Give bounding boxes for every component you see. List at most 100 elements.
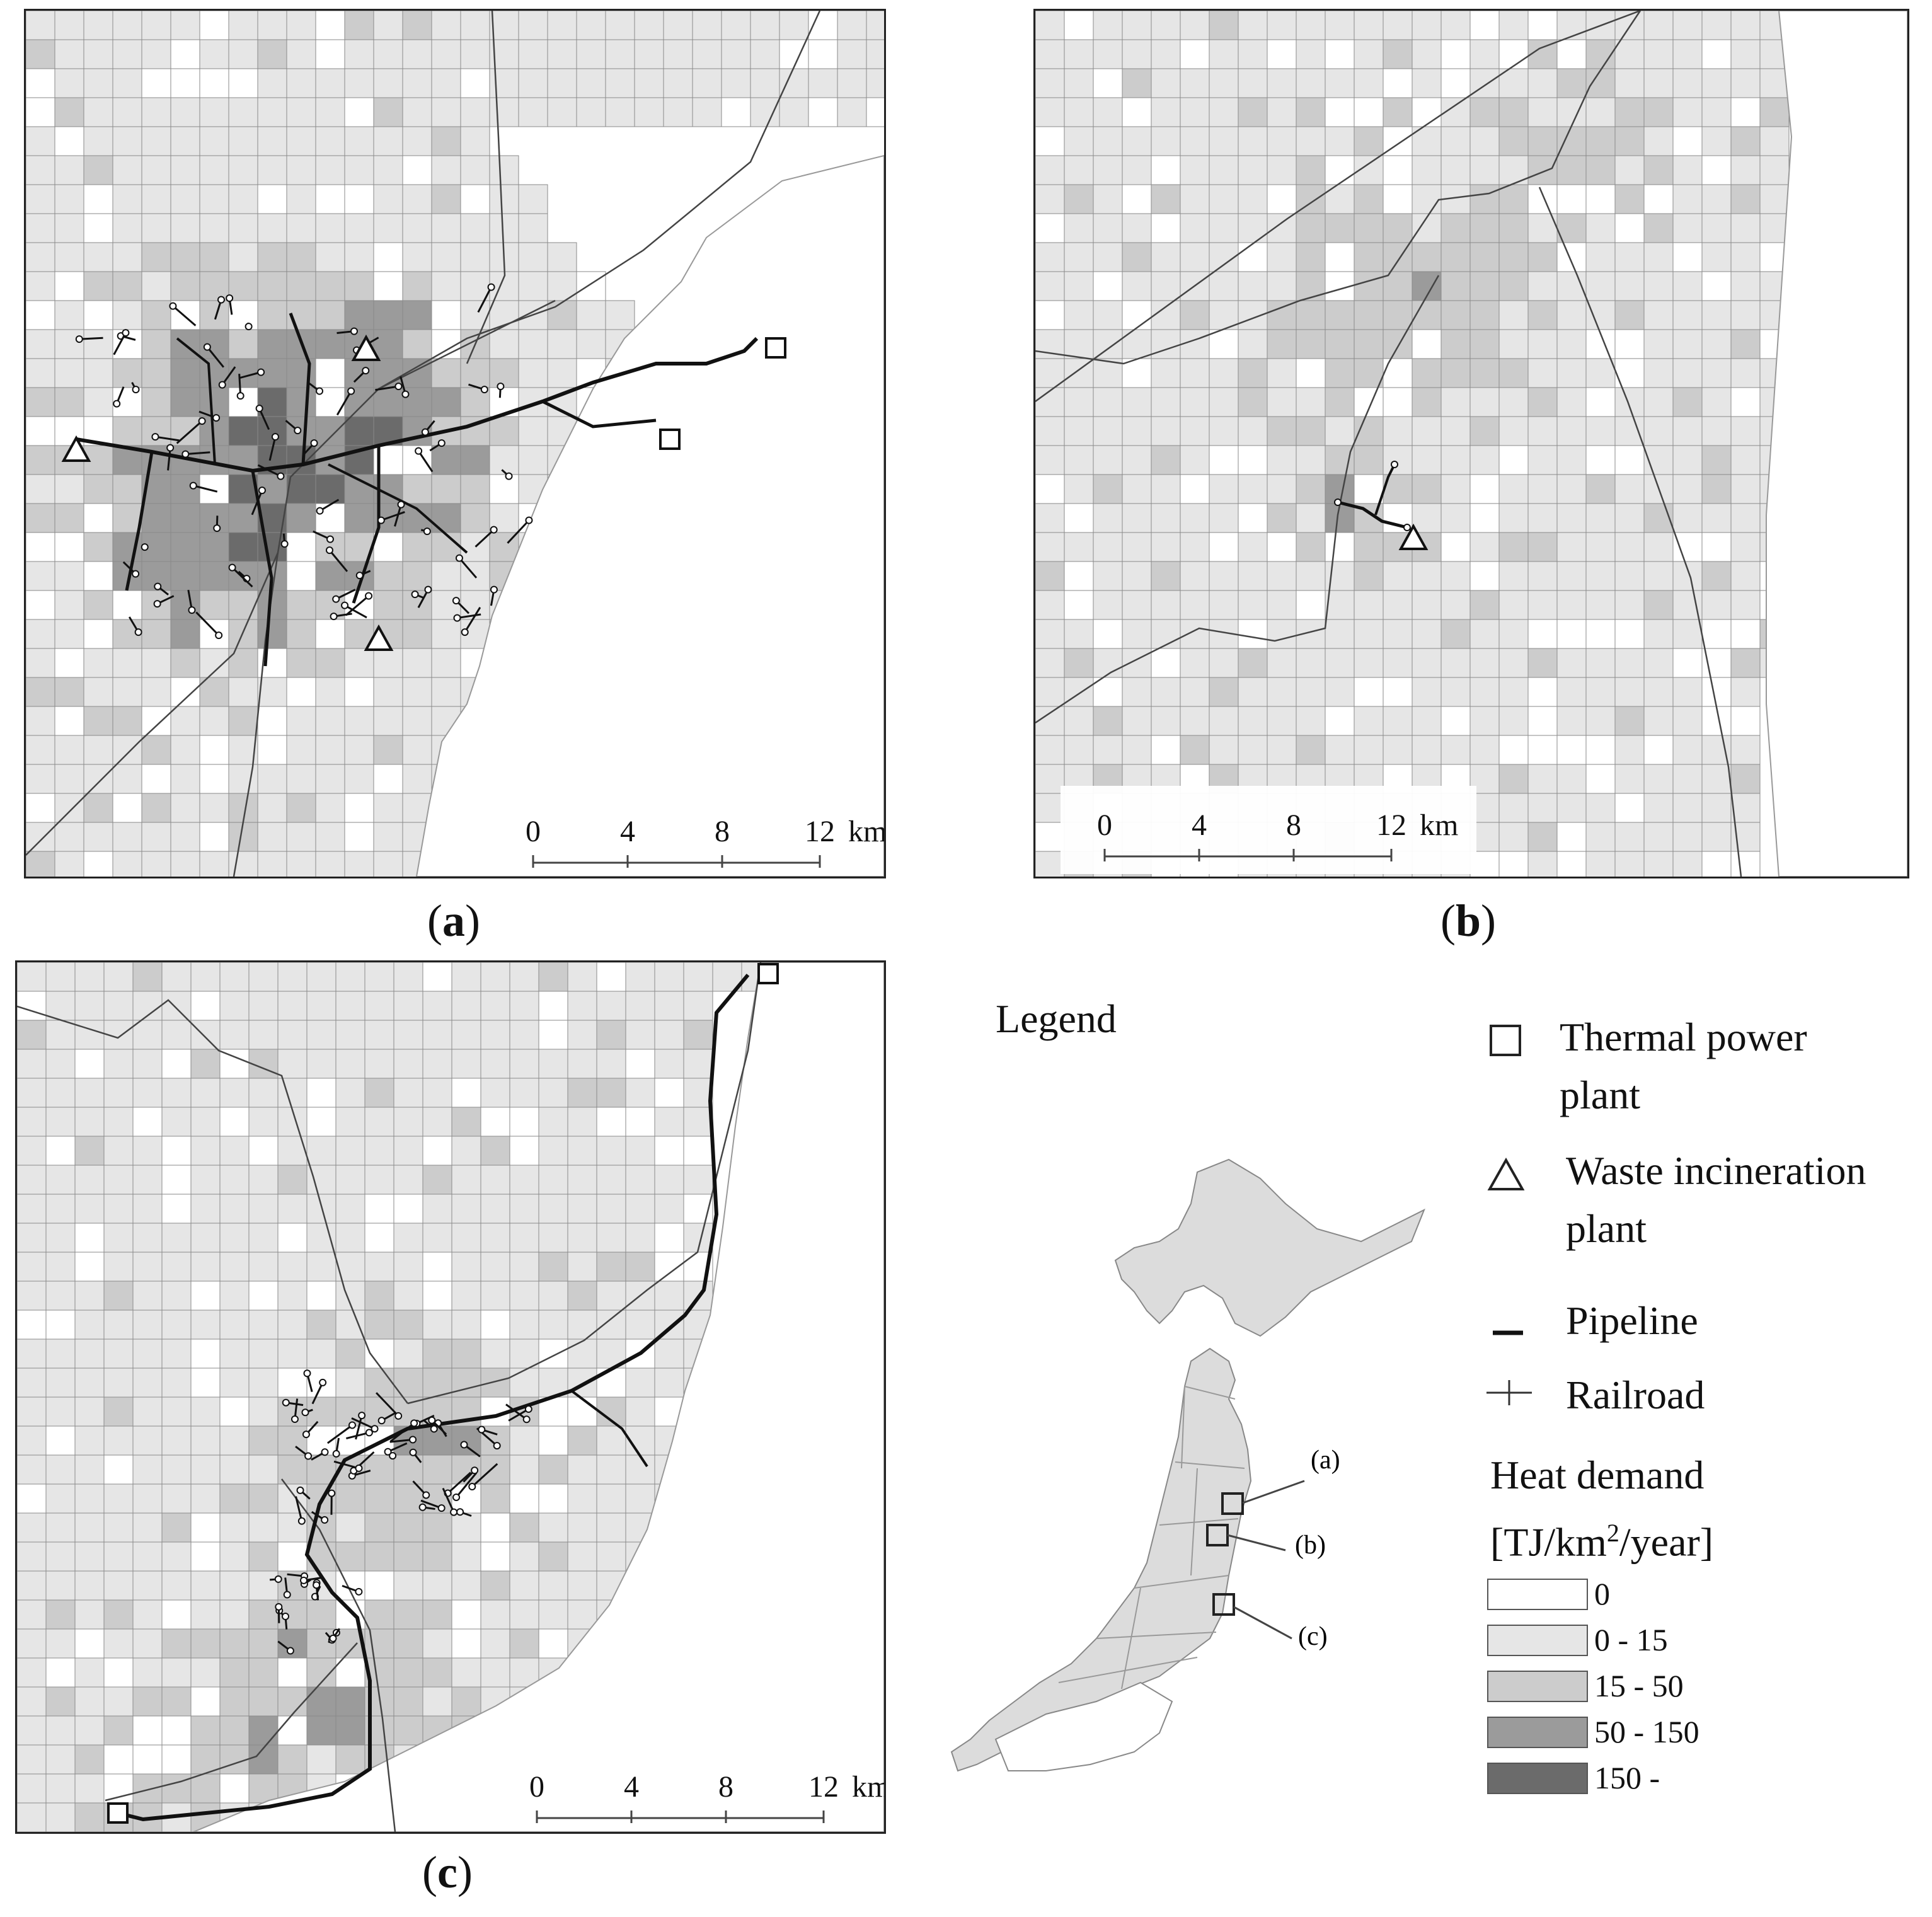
pipeline-node <box>257 368 265 376</box>
pipeline <box>394 504 402 527</box>
square-icon <box>757 963 779 984</box>
pipeline-node <box>188 606 196 614</box>
scale-line <box>532 855 821 868</box>
inset-box-c <box>1212 1593 1235 1616</box>
map-b-canvas <box>1035 11 1907 877</box>
pipeline-node <box>411 590 419 599</box>
inset-leader-a <box>1242 1480 1305 1504</box>
pipeline <box>251 490 263 515</box>
swatch-2 <box>1487 1671 1588 1702</box>
pipeline <box>375 385 399 391</box>
pipeline <box>185 451 210 456</box>
pipeline <box>172 305 197 326</box>
pipeline-node <box>310 439 318 447</box>
scale-tick: 12 <box>808 1770 839 1804</box>
kanto-region <box>994 1681 1173 1771</box>
pipeline-node <box>456 1508 464 1516</box>
pipeline-node <box>490 585 498 594</box>
pipeline <box>381 511 405 522</box>
pipeline-node <box>415 447 423 455</box>
pipeline-node <box>1334 498 1342 506</box>
pipeline-node <box>358 1412 366 1420</box>
pipeline <box>474 529 495 548</box>
pipeline-node <box>461 628 469 636</box>
inset-label-c: (c) <box>1298 1622 1328 1651</box>
pipeline-node <box>522 1415 531 1424</box>
map-panel-a: 0 4 8 12 km <box>24 9 886 878</box>
pipeline-node <box>154 582 162 590</box>
pipeline-node <box>297 1517 306 1525</box>
heat-grid <box>1035 11 1790 877</box>
pipeline <box>326 1424 353 1444</box>
pipeline-node <box>1391 461 1398 468</box>
pipeline-node <box>151 433 159 441</box>
pipeline-node <box>490 526 498 534</box>
railroad <box>1035 11 1642 365</box>
pipeline <box>464 607 481 633</box>
scale-line <box>1103 849 1393 861</box>
pipeline-node <box>189 481 197 490</box>
pipeline-node <box>300 1576 308 1584</box>
pipeline <box>457 613 481 619</box>
pipeline-node <box>471 1466 479 1475</box>
pipeline-node <box>166 444 175 452</box>
pipeline-node <box>371 1425 379 1433</box>
scale-tick: 8 <box>718 1770 733 1804</box>
scalebar-b: 0 4 8 12 km <box>1061 786 1476 874</box>
inset-leader-c <box>1233 1606 1292 1640</box>
sea <box>1766 11 1907 877</box>
pipeline <box>442 1487 455 1513</box>
scale-tick: 0 <box>529 1770 544 1804</box>
pipeline-node <box>418 1503 427 1511</box>
pipeline-node <box>113 400 121 408</box>
pipeline-node <box>213 524 221 532</box>
legend-label: Pipeline <box>1566 1298 1698 1343</box>
pipeline-node <box>321 1516 329 1524</box>
pipeline-node <box>75 335 83 343</box>
pipeline-node <box>236 392 244 400</box>
pipeline-node <box>401 390 410 398</box>
scale-tick: 4 <box>620 815 635 848</box>
pipeline-node <box>437 1504 446 1512</box>
heat-grid <box>17 962 884 1832</box>
pipeline-node <box>362 367 370 375</box>
pipeline-node <box>282 1398 290 1407</box>
pipeline <box>376 1392 400 1417</box>
pipeline-node <box>280 540 289 548</box>
pipeline <box>251 470 273 667</box>
scale-tick: 8 <box>1286 809 1301 842</box>
pipeline-node <box>497 383 505 391</box>
scale-line <box>536 1810 825 1823</box>
heat-demand-title: Heat demand [TJ/km2/year] <box>1490 1446 1713 1571</box>
scale-tick: 0 <box>1097 809 1112 842</box>
pipeline <box>113 332 127 355</box>
railroad <box>281 1478 396 1832</box>
pipeline <box>176 337 216 465</box>
inset-label-a: (a) <box>1311 1446 1340 1475</box>
pipeline <box>458 557 478 579</box>
swatch-4 <box>1487 1763 1588 1794</box>
dash-icon <box>1493 1330 1523 1335</box>
pipeline-node <box>397 500 405 509</box>
triangle-icon <box>364 624 394 651</box>
pipeline-node <box>422 1491 430 1499</box>
pipeline-node <box>394 1412 403 1420</box>
pipeline-node <box>410 1419 418 1427</box>
pipeline-node <box>296 1486 304 1494</box>
railroad <box>1035 11 1641 403</box>
pipeline <box>455 1472 478 1498</box>
railroad <box>17 999 408 1404</box>
pipeline-node <box>304 1452 313 1460</box>
pipeline <box>257 464 282 477</box>
pipeline-node <box>122 329 130 337</box>
pipeline-node <box>1403 524 1411 531</box>
pipeline <box>231 567 253 588</box>
pipeline-node <box>302 1431 310 1439</box>
inset-label-b: (b) <box>1295 1531 1326 1560</box>
pipeline <box>155 435 180 442</box>
pipeline-node <box>326 535 334 543</box>
pipeline-node <box>283 1591 291 1599</box>
pipeline-node <box>153 600 161 608</box>
pipeline <box>1374 464 1396 515</box>
honshu-shape <box>950 1347 1252 1772</box>
